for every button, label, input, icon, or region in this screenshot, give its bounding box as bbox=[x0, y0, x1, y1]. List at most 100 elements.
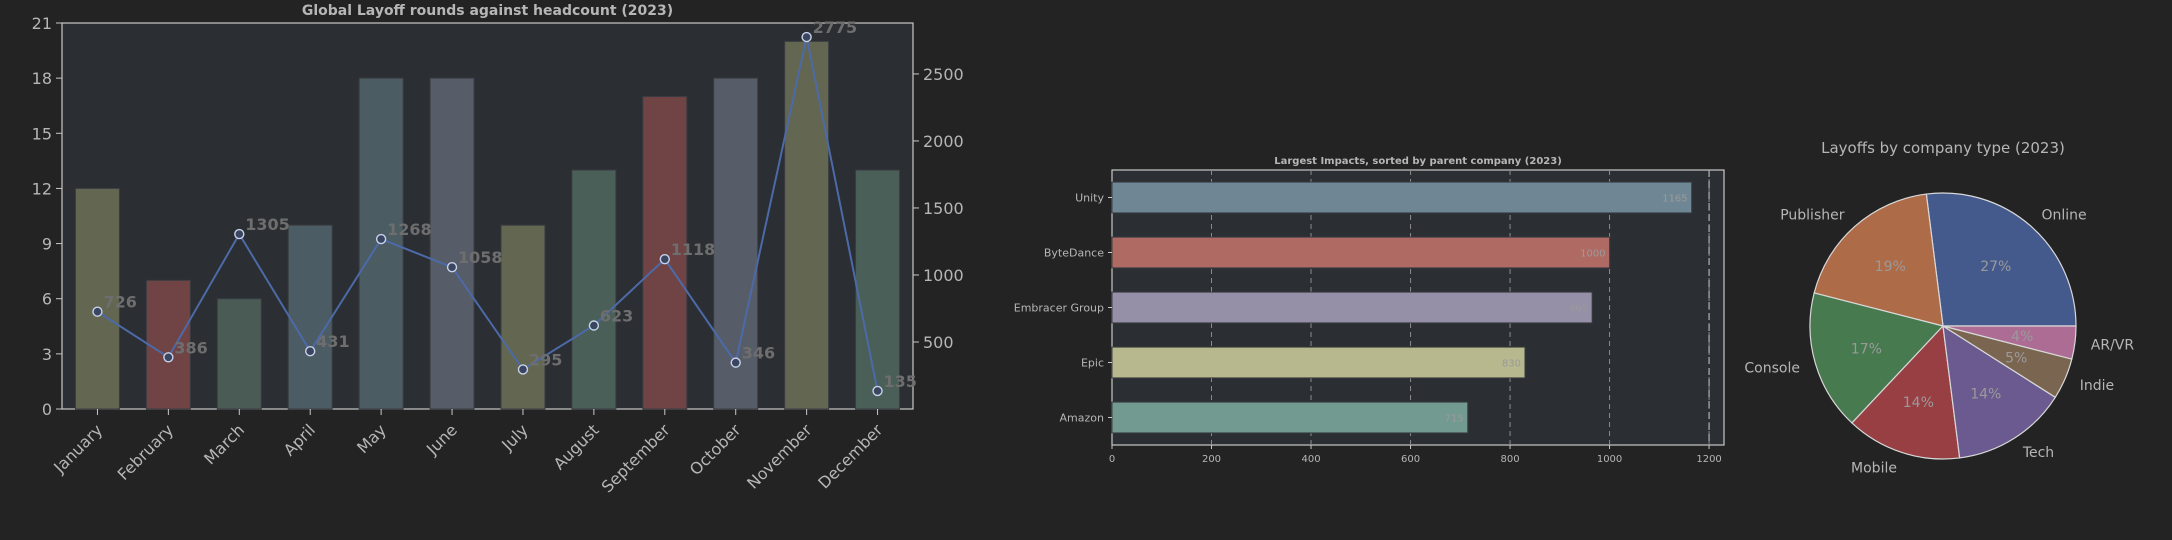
c3-slice bbox=[1813, 193, 1944, 327]
c1-value-label: 1058 bbox=[458, 248, 503, 267]
c3-pct-label: 14% bbox=[1903, 395, 1934, 411]
c1-bar bbox=[429, 77, 475, 410]
c1-point bbox=[872, 385, 883, 397]
c1-yright-tick-label: 500 bbox=[923, 333, 954, 352]
c1-yright-tick-label: 1000 bbox=[923, 266, 964, 285]
c1-value-label: 1305 bbox=[245, 215, 290, 234]
c2-x-tick-label: 800 bbox=[1501, 454, 1520, 465]
c1-x-tick-label: May bbox=[353, 420, 390, 457]
c1-headcount-line bbox=[96, 36, 879, 392]
largest-impacts-chart: 1165 1000 965 830 715 Unity ByteDance Embracer… bbox=[1014, 156, 1725, 465]
c3-slice bbox=[1809, 292, 1945, 424]
c3-slice bbox=[1942, 324, 2057, 459]
c2-value-label: 1165 bbox=[1662, 194, 1687, 205]
c3-category-label: Mobile bbox=[1851, 461, 1897, 477]
c2-value-label: 715 bbox=[1445, 414, 1464, 425]
c1-yright-tick-label: 2500 bbox=[923, 65, 964, 84]
c1-plot-area bbox=[61, 22, 914, 410]
c2-value-label: 965 bbox=[1569, 304, 1588, 315]
c2-bar bbox=[1111, 346, 1526, 379]
c1-value-label: 135 bbox=[884, 372, 917, 391]
c1-point bbox=[446, 261, 458, 273]
c3-pct-label: 14% bbox=[1970, 386, 2001, 402]
c3-title: Layoffs by company type (2023) bbox=[1821, 139, 2065, 157]
c2-x-tick-label: 200 bbox=[1202, 454, 1221, 465]
c1-value-label: 386 bbox=[174, 338, 207, 357]
c1-yright-tick-label: 2000 bbox=[923, 132, 964, 151]
c1-yleft-tick-label: 9 bbox=[42, 235, 52, 254]
c1-value-label: 1118 bbox=[671, 240, 716, 259]
c1-bar bbox=[74, 187, 120, 410]
c1-bar bbox=[216, 298, 262, 410]
c1-x-tick-label: June bbox=[422, 420, 461, 459]
c1-x-tick-label: November bbox=[743, 420, 816, 493]
c3-category-label: AR/VR bbox=[2091, 338, 2135, 354]
c1-x-tick-label: December bbox=[814, 420, 886, 492]
c3-pct-label: 19% bbox=[1875, 259, 1906, 275]
c1-point bbox=[375, 233, 387, 245]
c2-y-tick-label: Epic bbox=[1081, 357, 1104, 370]
c3-slice bbox=[1925, 192, 2077, 327]
c1-x-tick-label: February bbox=[114, 420, 178, 484]
c2-y-tick-label: ByteDance bbox=[1044, 247, 1104, 260]
c1-value-label: 346 bbox=[742, 344, 775, 363]
c2-y-tick-label: Unity bbox=[1075, 192, 1104, 205]
c1-bar bbox=[784, 40, 830, 410]
c2-value-label: 1000 bbox=[1580, 249, 1605, 260]
c3-pct-label: 17% bbox=[1851, 341, 1882, 357]
c3-slice bbox=[1942, 325, 2077, 360]
c1-yleft-tick-label: 12 bbox=[32, 179, 52, 198]
c1-bar bbox=[713, 77, 759, 410]
c2-bar bbox=[1111, 236, 1611, 269]
c3-slice bbox=[1851, 324, 1961, 460]
c1-value-label: 295 bbox=[529, 350, 562, 369]
c1-x-tick-label: August bbox=[550, 420, 603, 473]
c1-value-label: 726 bbox=[103, 293, 136, 312]
c1-point bbox=[163, 352, 174, 363]
c3-category-label: Publisher bbox=[1780, 207, 1845, 223]
c1-point bbox=[234, 228, 245, 240]
c1-yleft-tick-label: 15 bbox=[32, 124, 52, 143]
c1-point bbox=[730, 357, 741, 368]
c2-x-tick-label: 0 bbox=[1109, 454, 1115, 465]
c1-yright-tick-label: 1500 bbox=[923, 199, 964, 218]
c1-point bbox=[588, 320, 600, 331]
c2-bar bbox=[1111, 181, 1693, 214]
c2-title: Largest Impacts, sorted by parent compan… bbox=[1274, 156, 1562, 167]
c1-x-tick-label: October bbox=[686, 420, 745, 479]
c3-category-label: Indie bbox=[2080, 378, 2114, 394]
c3-pct-label: 4% bbox=[2011, 329, 2033, 345]
c1-value-label: 2775 bbox=[813, 18, 858, 37]
c1-x-tick-label: July bbox=[497, 420, 531, 454]
c2-bar bbox=[1111, 291, 1593, 324]
c2-x-tick-label: 1000 bbox=[1597, 454, 1622, 465]
c3-category-label: Online bbox=[2042, 207, 2087, 223]
c1-bar bbox=[145, 279, 191, 410]
c1-x-tick-label: September bbox=[598, 420, 674, 496]
c2-x-tick-label: 1200 bbox=[1696, 454, 1721, 465]
c1-point bbox=[517, 364, 529, 375]
c1-x-tick-label: March bbox=[200, 420, 248, 468]
c1-bar bbox=[642, 96, 688, 410]
c1-bar bbox=[287, 224, 333, 410]
c2-x-tick-label: 400 bbox=[1301, 454, 1320, 465]
c1-value-label: 1268 bbox=[387, 220, 432, 239]
c3-category-label: Tech bbox=[2022, 445, 2054, 461]
c2-value-label: 830 bbox=[1502, 359, 1521, 370]
c3-pct-label: 27% bbox=[1980, 259, 2011, 275]
c1-point bbox=[659, 253, 670, 265]
c1-yleft-tick-label: 6 bbox=[42, 290, 52, 309]
c1-point bbox=[305, 346, 316, 357]
c2-y-tick-label: Embracer Group bbox=[1014, 302, 1104, 315]
c1-yleft-tick-label: 21 bbox=[32, 14, 52, 33]
c1-point bbox=[801, 31, 812, 43]
c1-x-tick-label: January bbox=[49, 420, 106, 477]
c1-yleft-tick-label: 3 bbox=[42, 345, 52, 364]
c3-pct-label: 5% bbox=[2005, 351, 2027, 367]
c1-yleft-tick-label: 0 bbox=[42, 400, 52, 419]
c2-bar bbox=[1111, 401, 1469, 434]
c3-category-label: Console bbox=[1744, 361, 1800, 377]
c1-title: Global Layoff rounds against headcount (… bbox=[302, 3, 673, 19]
headcount-combo-chart: 726 386 1305 431 1268 1058 295 623 1118 346 2775 13… bbox=[32, 3, 964, 496]
